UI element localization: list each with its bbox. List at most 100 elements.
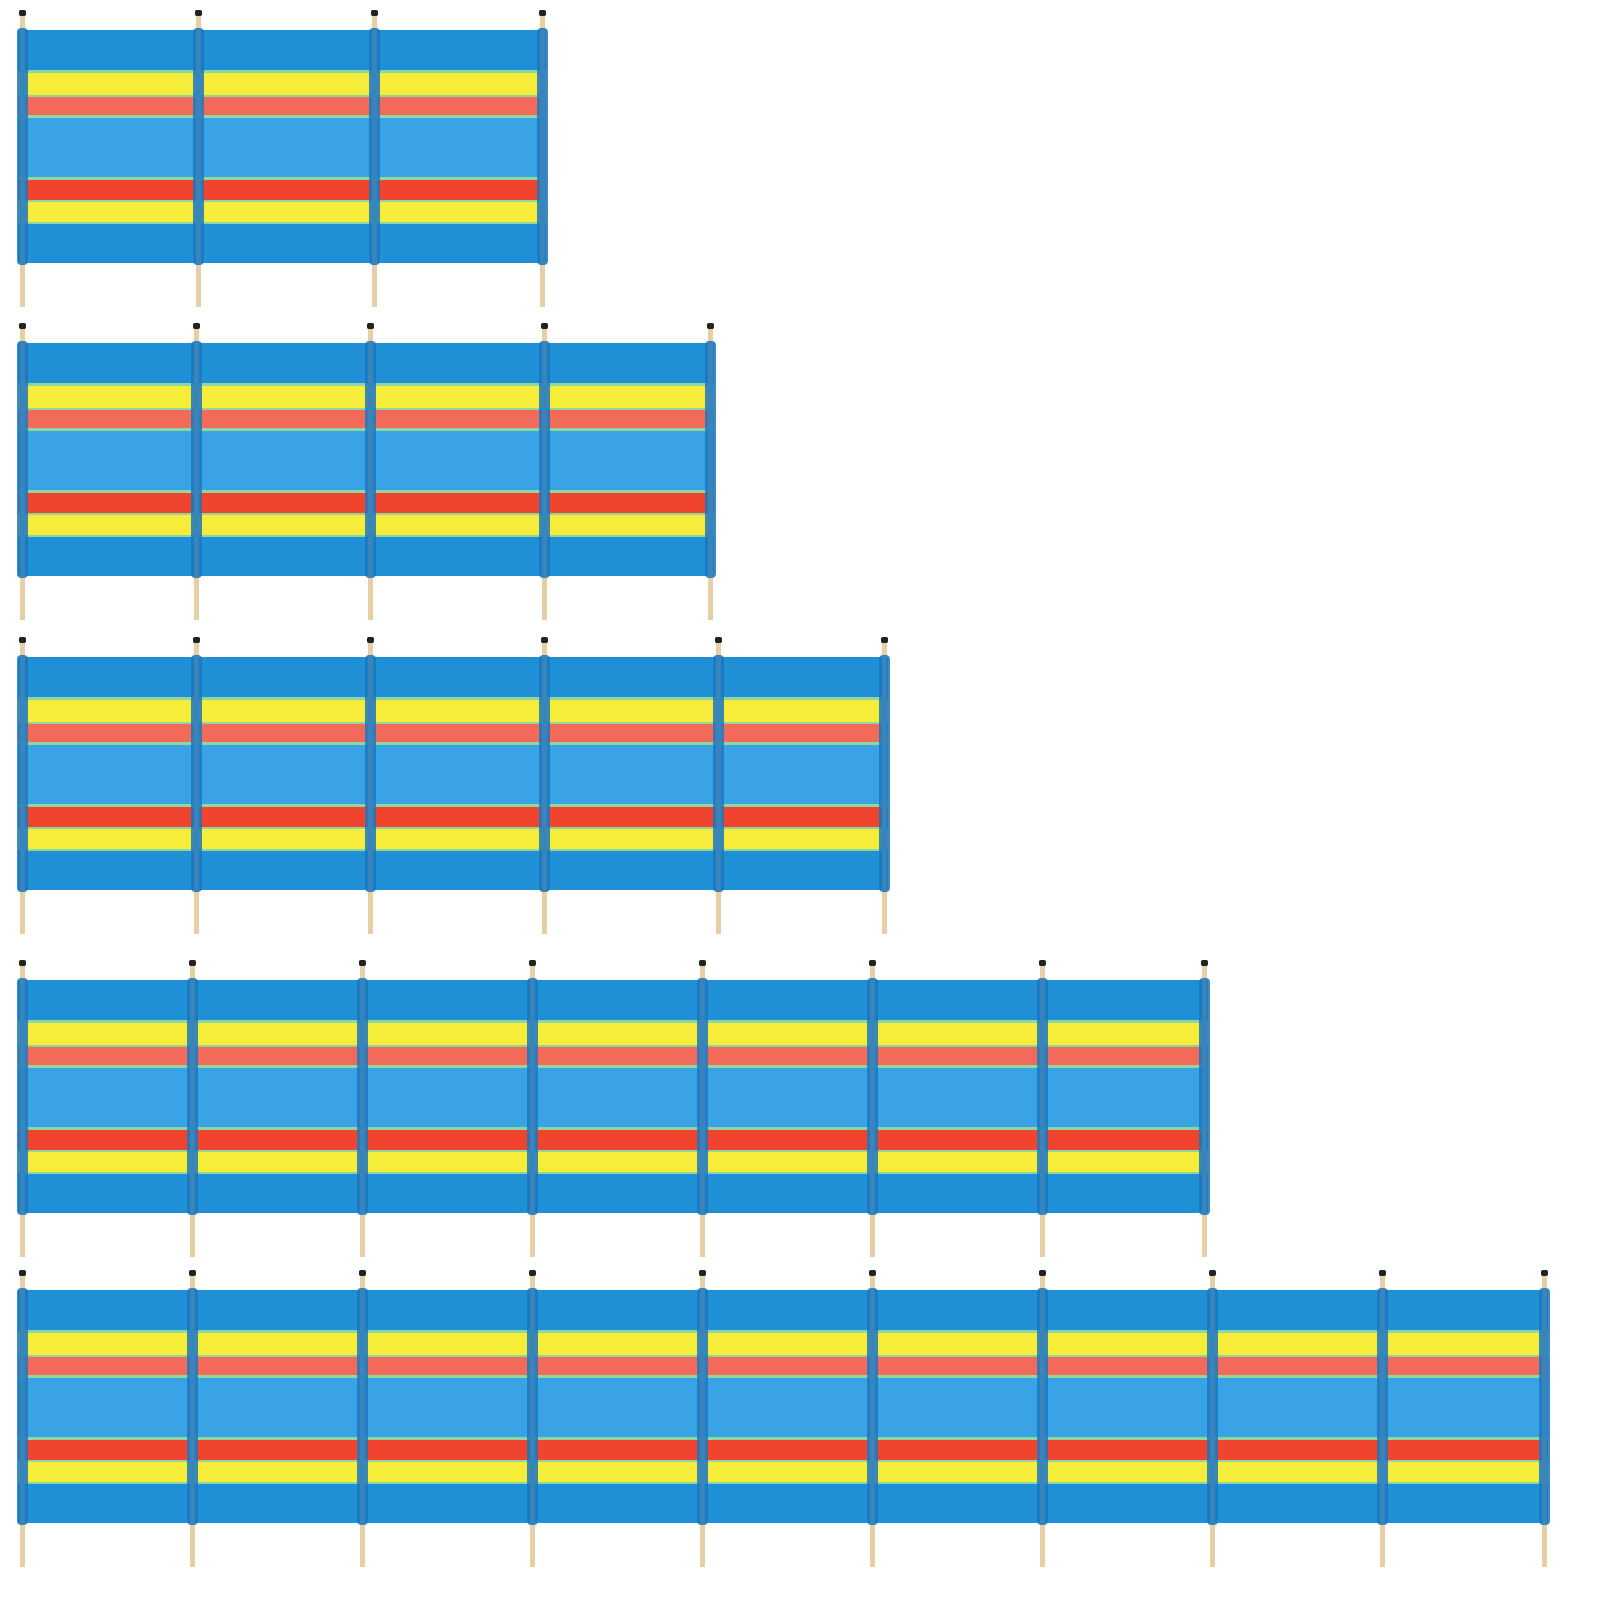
fabric-stripe (18, 1357, 1548, 1375)
wooden-pole (365, 637, 376, 934)
windbreak-fabric (18, 980, 1208, 1213)
wooden-pole (191, 637, 202, 934)
wooden-pole (357, 960, 368, 1257)
pole-cap (1541, 1270, 1548, 1276)
pole-sleeve (357, 1288, 368, 1525)
fabric-stripe (18, 73, 546, 95)
fabric-stripe (18, 742, 888, 745)
windbreak-4-panel (17, 323, 716, 620)
pole-sleeve (539, 655, 550, 892)
fabric-stripe (18, 202, 546, 222)
pole-cap (1379, 1270, 1386, 1276)
pole-sleeve (17, 1288, 28, 1525)
pole-sleeve (365, 341, 376, 578)
pole-sleeve (705, 341, 716, 578)
pole-cap (539, 10, 546, 16)
fabric-stripe (18, 1068, 1208, 1127)
wooden-pole (1037, 1270, 1048, 1567)
fabric-stripe (18, 115, 546, 118)
fabric-stripe (18, 1330, 1548, 1333)
wooden-pole (713, 637, 724, 934)
wooden-pole (17, 10, 28, 307)
pole-cap (869, 960, 876, 966)
wooden-pole (537, 10, 548, 307)
fabric-stripe (18, 827, 888, 829)
fabric-stripe (18, 1484, 1548, 1523)
wooden-pole (193, 10, 204, 307)
pole-sleeve (697, 1288, 708, 1525)
fabric-stripe (18, 1482, 1548, 1484)
fabric-stripe (18, 697, 888, 700)
windbreak-9-panel (17, 1270, 1550, 1567)
fabric-stripe (18, 804, 888, 807)
wooden-pole (1199, 960, 1210, 1257)
windbreak-fabric (18, 1290, 1548, 1523)
fabric-stripe (18, 222, 546, 224)
pole-cap (1201, 960, 1208, 966)
pole-sleeve (187, 1288, 198, 1525)
wooden-pole (697, 960, 708, 1257)
wooden-pole (187, 1270, 198, 1567)
fabric-stripe (18, 722, 888, 724)
pole-sleeve (527, 978, 538, 1215)
pole-cap (869, 1270, 876, 1276)
fabric-stripe (18, 118, 546, 177)
pole-cap (19, 960, 26, 966)
pole-cap (881, 637, 888, 643)
pole-cap (707, 323, 714, 329)
wooden-pole (697, 1270, 708, 1567)
fabric-stripe (18, 1462, 1548, 1482)
fabric-stripe (18, 70, 546, 73)
fabric-stripe (18, 851, 888, 890)
wooden-pole (1037, 960, 1048, 1257)
pole-sleeve (17, 28, 28, 265)
wooden-pole (1539, 1270, 1550, 1567)
pole-sleeve (193, 28, 204, 265)
pole-sleeve (867, 1288, 878, 1525)
fabric-stripe (18, 657, 888, 697)
windbreak-7-panel (17, 960, 1210, 1257)
fabric-stripe (18, 724, 888, 742)
pole-cap (529, 960, 536, 966)
pole-sleeve (17, 978, 28, 1215)
wooden-pole (867, 960, 878, 1257)
pole-cap (541, 637, 548, 643)
pole-sleeve (191, 655, 202, 892)
pole-sleeve (867, 978, 878, 1215)
fabric-stripe (18, 745, 888, 804)
pole-sleeve (1377, 1288, 1388, 1525)
wooden-pole (527, 1270, 538, 1567)
pole-sleeve (713, 655, 724, 892)
pole-cap (715, 637, 722, 643)
pole-cap (193, 637, 200, 643)
fabric-stripe (18, 1065, 1208, 1068)
fabric-stripe (18, 1290, 1548, 1330)
pole-sleeve (1199, 978, 1210, 1215)
fabric-stripe (18, 1174, 1208, 1213)
pole-sleeve (365, 655, 376, 892)
wooden-pole (539, 637, 550, 934)
wooden-pole (17, 637, 28, 934)
fabric-stripe (18, 224, 546, 263)
fabric-stripe (18, 1172, 1208, 1174)
pole-cap (19, 1270, 26, 1276)
wooden-pole (191, 323, 202, 620)
fabric-stripe (18, 95, 546, 97)
fabric-stripe (18, 1150, 1208, 1152)
wooden-pole (1207, 1270, 1218, 1567)
pole-cap (189, 1270, 196, 1276)
pole-sleeve (191, 341, 202, 578)
fabric-stripe (18, 200, 546, 202)
wooden-pole (17, 960, 28, 1257)
pole-cap (529, 1270, 536, 1276)
fabric-stripe (18, 1460, 1548, 1462)
fabric-stripe (18, 849, 888, 851)
pole-cap (371, 10, 378, 16)
pole-sleeve (17, 341, 28, 578)
pole-sleeve (539, 341, 550, 578)
pole-sleeve (357, 978, 368, 1215)
pole-cap (367, 323, 374, 329)
fabric-stripe (18, 180, 546, 200)
pole-sleeve (537, 28, 548, 265)
